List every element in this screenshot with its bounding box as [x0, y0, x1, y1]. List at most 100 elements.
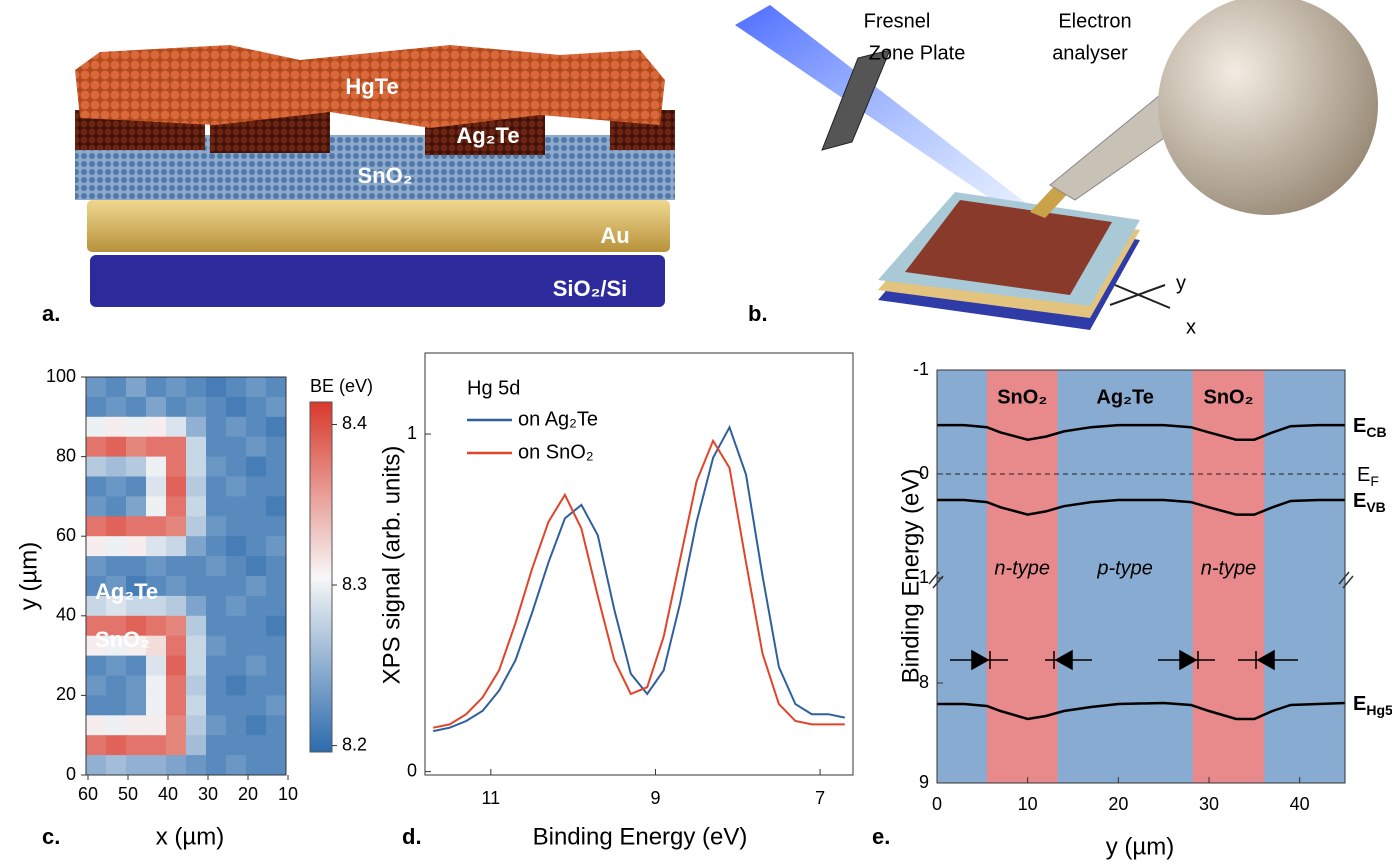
heatmap-cell	[246, 396, 267, 418]
heatmap-cell	[126, 377, 147, 398]
panel-label: d.	[402, 824, 422, 849]
heatmap-cell	[186, 735, 207, 756]
heatmap-cell	[146, 377, 167, 398]
heatmap-cell	[126, 655, 147, 676]
axis-arrow	[1114, 284, 1171, 309]
heatmap-cell	[126, 635, 147, 657]
heatmap-cell	[166, 635, 187, 657]
heatmap-cell	[226, 456, 247, 477]
heatmap-cell	[226, 655, 247, 676]
heatmap-cell	[246, 377, 267, 398]
heatmap-cell	[266, 635, 287, 657]
heatmap-cell	[226, 396, 247, 418]
heatmap-cell	[266, 615, 287, 637]
heatmap-cell	[126, 436, 147, 458]
heatmap-cell	[126, 556, 147, 577]
heatmap-cell	[166, 536, 187, 557]
heatmap-cell	[186, 595, 207, 617]
y-tick-label: 80	[56, 445, 76, 465]
heatmap-cell	[86, 436, 107, 458]
heatmap-cell	[206, 595, 227, 617]
heatmap-cell	[146, 695, 167, 716]
heatmap-cell	[206, 755, 227, 776]
band-label-sub: CB	[1366, 424, 1386, 440]
heatmap-cell	[266, 536, 287, 557]
heatmap-cell	[206, 556, 227, 577]
heatmap-cell	[126, 675, 147, 696]
heatmap-cell	[246, 675, 267, 696]
heatmap-cell	[86, 755, 107, 776]
heatmap-cell	[106, 416, 127, 438]
heatmap-cell	[106, 635, 127, 657]
au-layer	[87, 200, 670, 252]
fermi-label-main: E	[1357, 464, 1370, 486]
heatmap-cell	[246, 735, 267, 756]
heatmap-cell	[226, 476, 247, 497]
heatmap-cell	[206, 576, 227, 597]
heatmap-cell	[106, 735, 127, 756]
x-tick-label: 10	[1018, 794, 1038, 814]
heatmap-cell	[106, 396, 127, 418]
heatmap-cell	[146, 436, 167, 458]
heatmap-cell	[266, 436, 287, 458]
heatmap-cell	[86, 516, 107, 537]
x-tick-label: 40	[158, 784, 178, 804]
heatmap-cell	[186, 436, 207, 458]
heatmap-cell	[226, 377, 247, 398]
heatmap-cell	[86, 675, 107, 696]
band-label-main: E	[1353, 693, 1366, 715]
heatmap-cell	[266, 655, 287, 676]
y-tick-label: 0	[919, 463, 929, 483]
fermi-label-sub: F	[1370, 473, 1379, 489]
heatmap-cell	[126, 476, 147, 497]
heatmap-cell	[146, 595, 167, 617]
heatmap-cell	[106, 556, 127, 577]
heatmap-cell	[106, 695, 127, 716]
heatmap-cell	[266, 595, 287, 617]
axis-break	[1338, 571, 1350, 585]
heatmap-cell	[146, 735, 167, 756]
heatmap-cell	[166, 695, 187, 716]
heatmap-cell	[206, 675, 227, 696]
heatmap-cell	[166, 556, 187, 577]
axis-label: x	[1186, 316, 1196, 338]
x-tick-label: 0	[932, 794, 942, 814]
y-tick-label: 9	[919, 772, 929, 792]
heatmap-cell	[246, 456, 267, 477]
heatmap-cell	[86, 576, 107, 597]
heatmap-cell	[126, 416, 147, 438]
heatmap-cell	[266, 516, 287, 537]
heatmap-cell	[146, 456, 167, 477]
heatmap-cell	[146, 755, 167, 776]
heatmap-cell	[146, 476, 167, 497]
heatmap-cell	[226, 735, 247, 756]
y-tick-label: 40	[56, 605, 76, 625]
heatmap-cell	[146, 516, 167, 537]
heatmap-cell	[86, 377, 107, 398]
heatmap-cell	[146, 615, 167, 637]
heatmap-cell	[186, 377, 207, 398]
heatmap-cell	[226, 755, 247, 776]
x-tick-label: 20	[1108, 794, 1128, 814]
heatmap-cell	[246, 576, 267, 597]
x-axis-label: y (µm)	[1106, 833, 1174, 860]
heatmap-cell	[206, 416, 227, 438]
heatmap-cell	[126, 396, 147, 418]
heatmap-cell	[246, 516, 267, 537]
spectrum-line	[432, 424, 846, 733]
region-label: SnO₂	[1203, 386, 1253, 408]
heatmap-cell	[106, 615, 127, 637]
heatmap-cell	[86, 476, 107, 497]
layer-label: HgTe	[345, 74, 398, 99]
heatmap-cell	[86, 615, 107, 637]
heatmap-cell	[206, 735, 227, 756]
heatmap-cell	[166, 576, 187, 597]
colorbar-tick-label: 8.2	[342, 734, 367, 754]
heatmap-cell	[86, 496, 107, 517]
heatmap-cell	[246, 635, 267, 657]
heatmap-cell	[126, 536, 147, 557]
heatmap-cell	[126, 496, 147, 517]
heatmap-cell	[166, 715, 187, 736]
heatmap-cell	[206, 476, 227, 497]
heatmap-cell	[146, 536, 167, 557]
